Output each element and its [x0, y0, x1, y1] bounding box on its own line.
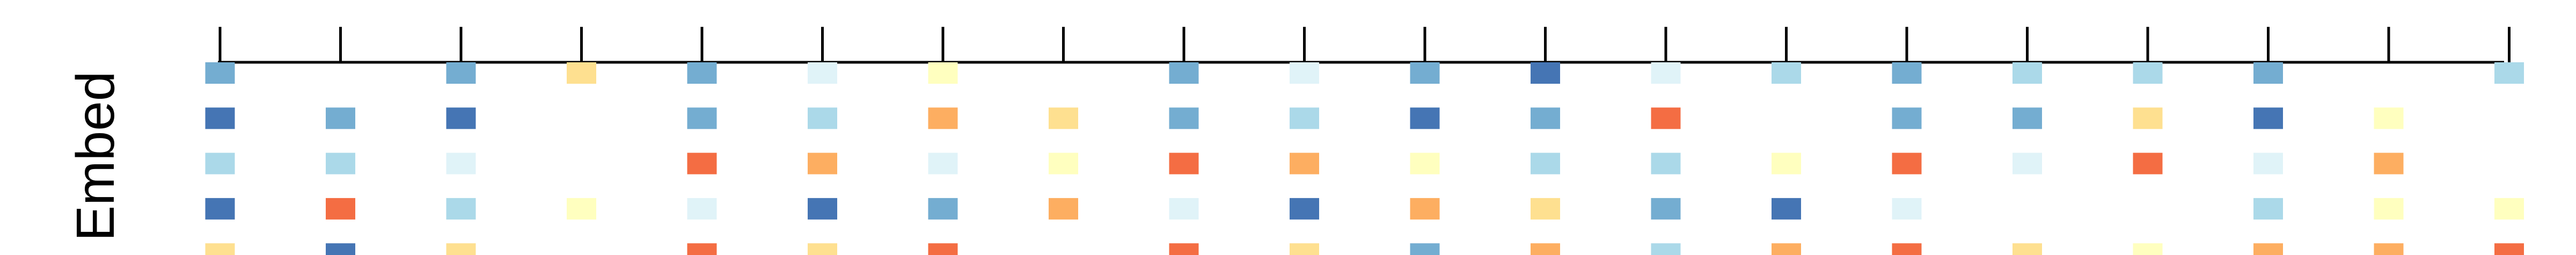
heatmap-cell-r4-c6: [808, 198, 837, 220]
heatmap-cell-r4-c5: [687, 198, 717, 220]
heatmap-cell-r5-c16: [2012, 243, 2042, 255]
heatmap-cell-r2-c11: [1410, 107, 1440, 129]
heatmap-cell-r2-c3: [446, 107, 476, 129]
heatmap-cell-r3-c18: [2253, 152, 2283, 174]
heatmap-cell-r4-c10: [1290, 198, 1319, 220]
x-axis: [218, 27, 2511, 64]
heatmap-cell-r3-c3: [446, 152, 476, 174]
heatmap-cell-r3-c1: [205, 152, 235, 174]
heatmap-cell-r1-c4: [567, 62, 596, 84]
heatmap-cell-r2-c5: [687, 107, 717, 129]
heatmap-cell-r5-c13: [1651, 243, 1681, 255]
heatmap-cell-r2-c19: [2374, 107, 2404, 129]
heatmap-cell-r3-c17: [2133, 152, 2163, 174]
heatmap-cells: [205, 62, 2524, 255]
heatmap-cell-r4-c11: [1410, 198, 1440, 220]
heatmap-cell-r4-c7: [928, 198, 958, 220]
heatmap-cell-r3-c10: [1290, 152, 1319, 174]
heatmap-cell-r3-c13: [1651, 152, 1681, 174]
heatmap-cell-r5-c17: [2133, 243, 2163, 255]
heatmap-cell-r3-c12: [1531, 152, 1560, 174]
heatmap-cell-r3-c11: [1410, 152, 1440, 174]
heatmap-cell-r5-c2: [326, 243, 355, 255]
heatmap-cell-r3-c7: [928, 152, 958, 174]
heatmap-cell-r2-c8: [1049, 107, 1078, 129]
heatmap-cell-r1-c13: [1651, 62, 1681, 84]
heatmap-cell-r2-c17: [2133, 107, 2163, 129]
heatmap-cell-r1-c14: [1772, 62, 1801, 84]
heatmap-cell-r1-c1: [205, 62, 235, 84]
heatmap-cell-r2-c2: [326, 107, 355, 129]
heatmap-cell-r4-c9: [1169, 198, 1199, 220]
heatmap-cell-r3-c6: [808, 152, 837, 174]
heatmap-cell-r4-c8: [1049, 198, 1078, 220]
heatmap-cell-r1-c9: [1169, 62, 1199, 84]
heatmap-cell-r4-c12: [1531, 198, 1560, 220]
heatmap-cell-r3-c5: [687, 152, 717, 174]
heatmap-cell-r5-c9: [1169, 243, 1199, 255]
heatmap-cell-r5-c15: [1892, 243, 1922, 255]
heatmap-cell-r5-c18: [2253, 243, 2283, 255]
heatmap-cell-r4-c15: [1892, 198, 1922, 220]
heatmap-cell-r2-c6: [808, 107, 837, 129]
heatmap-cell-r4-c3: [446, 198, 476, 220]
heatmap-cell-r1-c12: [1531, 62, 1560, 84]
heatmap-cell-r5-c1: [205, 243, 235, 255]
heatmap-cell-r5-c12: [1531, 243, 1560, 255]
heatmap-cell-r4-c20: [2494, 198, 2524, 220]
heatmap-cell-r5-c19: [2374, 243, 2404, 255]
heatmap-cell-r2-c12: [1531, 107, 1560, 129]
heatmap-cell-r5-c6: [808, 243, 837, 255]
heatmap-cell-r4-c13: [1651, 198, 1681, 220]
heatmap-cell-r1-c3: [446, 62, 476, 84]
heatmap-cell-r5-c14: [1772, 243, 1801, 255]
heatmap-cell-r2-c9: [1169, 107, 1199, 129]
heatmap-cell-r1-c5: [687, 62, 717, 84]
heatmap-cell-r2-c13: [1651, 107, 1681, 129]
heatmap-cell-r1-c11: [1410, 62, 1440, 84]
y-axis-label: Embed: [65, 71, 126, 242]
heatmap-cell-r2-c18: [2253, 107, 2283, 129]
heatmap-cell-r4-c18: [2253, 198, 2283, 220]
heatmap-cell-r3-c8: [1049, 152, 1078, 174]
heatmap-cell-r2-c1: [205, 107, 235, 129]
heatmap-cell-r5-c5: [687, 243, 717, 255]
heatmap-cell-r1-c6: [808, 62, 837, 84]
heatmap-cell-r4-c4: [567, 198, 596, 220]
heatmap-cell-r4-c19: [2374, 198, 2404, 220]
heatmap-cell-r4-c14: [1772, 198, 1801, 220]
heatmap-cell-r3-c15: [1892, 152, 1922, 174]
heatmap-cell-r5-c11: [1410, 243, 1440, 255]
heatmap-cell-r5-c20: [2494, 243, 2524, 255]
heatmap-cell-r5-c3: [446, 243, 476, 255]
heatmap-cell-r1-c18: [2253, 62, 2283, 84]
heatmap-cell-r1-c20: [2494, 62, 2524, 84]
heatmap-cell-r1-c7: [928, 62, 958, 84]
heatmap-cell-r1-c17: [2133, 62, 2163, 84]
heatmap-cell-r2-c10: [1290, 107, 1319, 129]
heatmap-cell-r4-c2: [326, 198, 355, 220]
heatmap-cell-r3-c14: [1772, 152, 1801, 174]
heatmap-cell-r2-c16: [2012, 107, 2042, 129]
heatmap-cell-r2-c7: [928, 107, 958, 129]
heatmap-cell-r5-c10: [1290, 243, 1319, 255]
heatmap-cell-r1-c10: [1290, 62, 1319, 84]
heatmap-cell-r1-c16: [2012, 62, 2042, 84]
heatmap-cell-r5-c7: [928, 243, 958, 255]
heatmap-cell-r3-c2: [326, 152, 355, 174]
heatmap-cell-r3-c16: [2012, 152, 2042, 174]
heatmap-cell-r1-c15: [1892, 62, 1922, 84]
heatmap-cell-r4-c1: [205, 198, 235, 220]
heatmap-cell-r3-c19: [2374, 152, 2404, 174]
heatmap-cell-r3-c9: [1169, 152, 1199, 174]
heatmap-cell-r2-c15: [1892, 107, 1922, 129]
